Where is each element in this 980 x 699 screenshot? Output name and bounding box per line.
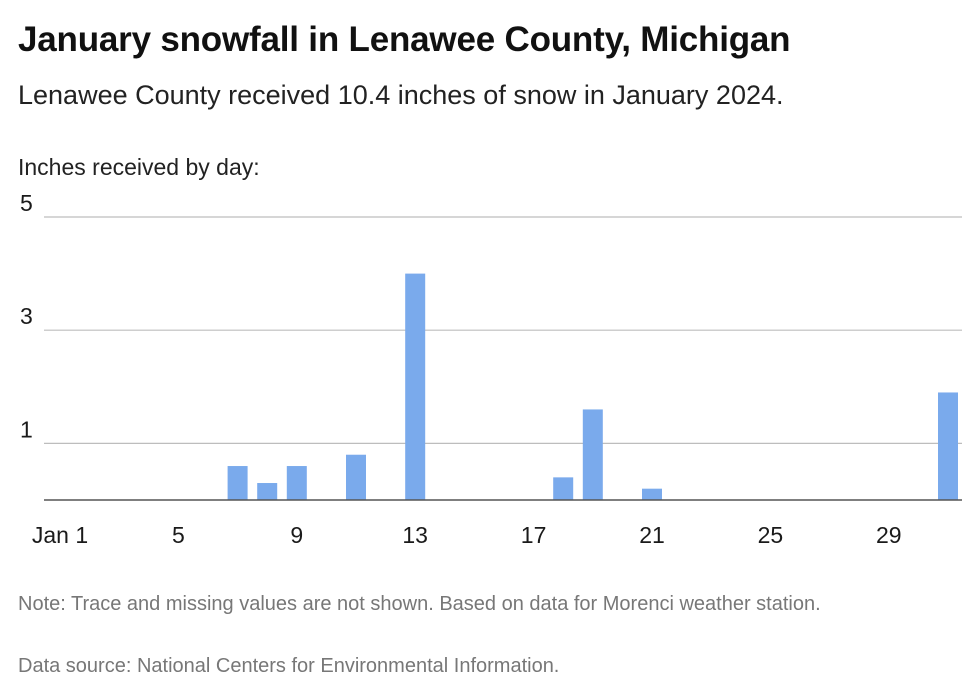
x-tick-label: 5 (172, 522, 185, 548)
bar-day-8 (257, 483, 278, 500)
x-tick-label: 21 (639, 522, 665, 548)
y-tick-label: 5 (20, 195, 33, 216)
x-tick-label: 13 (402, 522, 428, 548)
bar-layer (227, 273, 958, 500)
bar-day-21 (642, 488, 662, 500)
bar-day-9 (286, 466, 307, 500)
chart-title: January snowfall in Lenawee County, Mich… (18, 20, 791, 59)
chart-subtitle: Lenawee County received 10.4 inches of s… (18, 80, 784, 110)
chart-note: Note: Trace and missing values are not s… (18, 593, 821, 615)
x-tick-label: Jan 1 (32, 522, 88, 548)
y-tick-label: 3 (20, 303, 33, 329)
bar-day-31 (938, 392, 958, 500)
bar-day-18 (553, 477, 574, 500)
x-tick-label: 17 (521, 522, 547, 548)
data-source: Data source: National Centers for Enviro… (18, 655, 560, 677)
bar-day-11 (346, 454, 366, 500)
x-tick-label: 29 (876, 522, 902, 548)
x-tick-label: 9 (290, 522, 303, 548)
x-tick-label: 25 (758, 522, 784, 548)
y-axis-label: Inches received by day: (18, 154, 260, 180)
y-tick-label: 1 (20, 416, 33, 442)
bar-day-19 (582, 409, 603, 500)
grid-layer (44, 216, 962, 444)
bar-day-7 (227, 466, 248, 500)
bar-day-13 (405, 273, 426, 500)
